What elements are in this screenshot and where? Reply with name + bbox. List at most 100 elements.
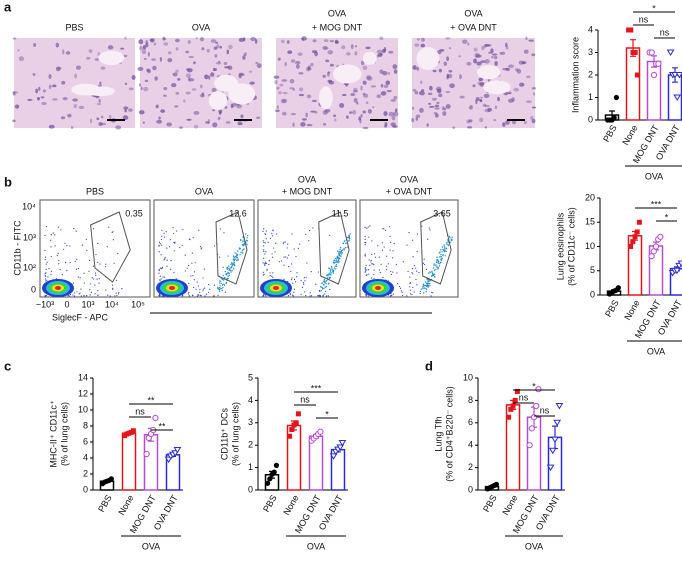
event [388, 226, 391, 228]
cell [476, 61, 482, 66]
flow-plot [39, 199, 151, 298]
event [329, 269, 332, 271]
cell [312, 39, 317, 43]
cell [175, 91, 180, 95]
event [364, 235, 366, 238]
event [192, 294, 194, 297]
cell [48, 124, 55, 129]
gate [215, 211, 248, 285]
cell [273, 75, 280, 79]
event [330, 266, 333, 268]
event [425, 284, 427, 287]
event [435, 261, 438, 264]
point [632, 234, 638, 240]
event [329, 234, 331, 236]
event [188, 295, 190, 297]
cell [448, 47, 452, 50]
cell [163, 94, 167, 97]
cell [420, 80, 423, 84]
event [364, 271, 366, 273]
y-tick-label: 3 [588, 47, 593, 57]
event [45, 263, 47, 265]
event [239, 239, 242, 241]
cell [281, 111, 287, 116]
event [95, 253, 97, 256]
cell [201, 47, 205, 51]
cell [208, 75, 211, 80]
event [439, 251, 441, 253]
event [262, 274, 265, 276]
significance-label: * [652, 3, 656, 13]
cell [193, 124, 199, 129]
cell [276, 86, 280, 90]
event [197, 293, 199, 296]
event [389, 295, 392, 297]
cell [142, 121, 145, 124]
cell [199, 93, 205, 98]
event [199, 294, 202, 296]
event [345, 247, 347, 249]
cell [479, 82, 485, 87]
event [74, 260, 76, 263]
event [80, 288, 82, 290]
event [336, 256, 338, 259]
event [349, 233, 351, 235]
event [109, 295, 111, 297]
event [217, 294, 219, 296]
gate-percent: 12.6 [229, 208, 247, 218]
cell [526, 75, 531, 79]
cell [55, 66, 61, 72]
event [381, 249, 384, 251]
y-tick-label: 0 [468, 484, 473, 494]
event [218, 287, 221, 289]
event [271, 253, 273, 255]
cell [480, 96, 483, 99]
bar [625, 47, 641, 121]
event [228, 267, 230, 270]
cell [280, 39, 285, 44]
event [431, 291, 433, 294]
event [47, 276, 49, 278]
event [337, 259, 340, 261]
event [364, 253, 366, 255]
cell [438, 68, 442, 73]
cell [254, 39, 258, 44]
event [233, 260, 235, 262]
y-axis-label: Inflammation score [570, 37, 580, 113]
event [438, 263, 441, 265]
event [364, 269, 366, 271]
event [326, 277, 329, 279]
cell [74, 73, 77, 79]
event [413, 291, 415, 293]
event [239, 253, 241, 256]
flow-label: OVA [195, 186, 213, 196]
cell [468, 119, 473, 123]
cell [41, 101, 47, 106]
event [290, 270, 292, 273]
event [97, 294, 99, 296]
event [74, 292, 76, 294]
cell [212, 67, 217, 72]
event [319, 295, 321, 297]
cell [516, 68, 522, 74]
event [288, 265, 290, 268]
cell [298, 93, 305, 97]
event [158, 241, 161, 244]
event [83, 272, 85, 274]
event [92, 228, 95, 230]
event [395, 263, 397, 266]
cell [394, 108, 398, 113]
point [152, 414, 159, 422]
event [342, 242, 344, 244]
cell [151, 58, 156, 61]
cell [443, 107, 447, 111]
event [392, 293, 395, 295]
cell [185, 91, 191, 95]
event [199, 291, 201, 293]
event [411, 267, 414, 270]
event [392, 250, 394, 252]
event [228, 265, 230, 267]
event [324, 286, 327, 288]
event [58, 263, 60, 265]
event [332, 262, 335, 264]
